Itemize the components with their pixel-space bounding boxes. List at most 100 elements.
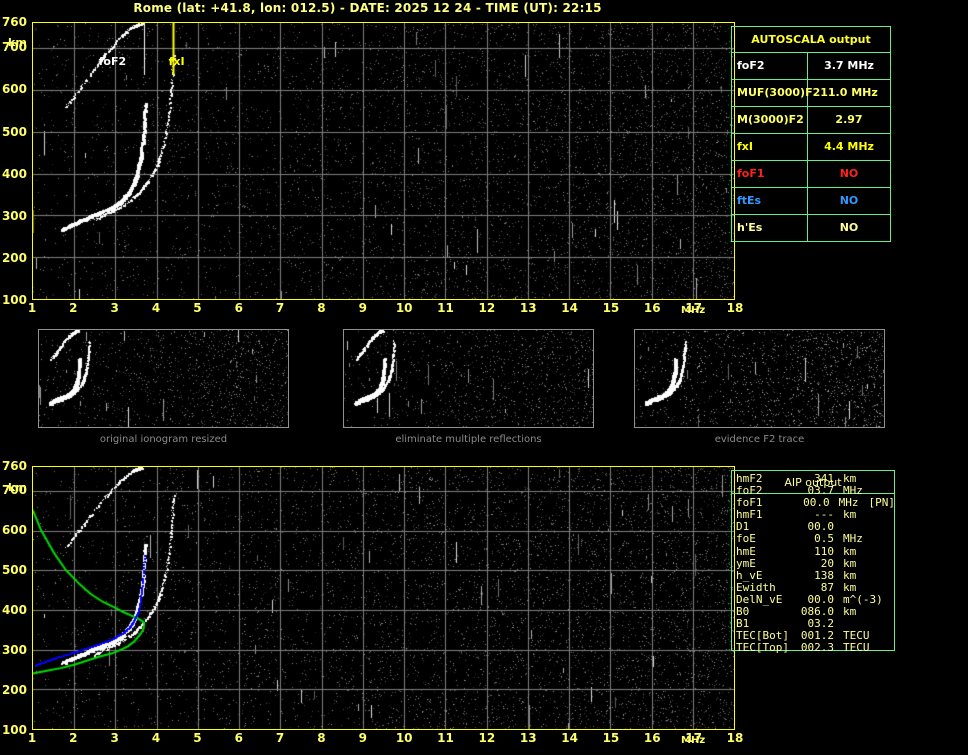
aip-parameter-unit: TECU	[843, 629, 870, 643]
x-tick-label: 9	[358, 301, 367, 315]
x-tick-label: 15	[602, 301, 620, 315]
autoscala-rows: foF2 3.7 MHz MUF(3000)F2 11.0 MHz M(3000)F2 2…	[732, 53, 890, 241]
aip-parameter-unit: MHz	[838, 496, 859, 510]
x-tick-label: 7	[275, 731, 285, 745]
x-tick-label: 17	[685, 301, 702, 315]
aip-parameter-unit: km	[843, 580, 857, 594]
aip-row: D1 00.0	[731, 521, 895, 533]
aip-row: ymE 20 km	[731, 556, 895, 570]
autoscala-value: 4.4 MHz	[824, 140, 874, 153]
marker-label-fxi: fxI	[168, 55, 185, 68]
autoscala-row: h'Es NO	[732, 215, 890, 241]
page-title: Rome (lat: +41.8, lon: 012.5) - DATE: 20…	[133, 1, 602, 15]
aip-parameter-unit	[834, 521, 843, 533]
x-tick-label: 4	[151, 301, 161, 315]
autoscala-value: 3.7 MHz	[824, 59, 874, 72]
x-tick-label: 8	[317, 301, 326, 315]
autoscala-key: MUF(3000)F2	[732, 80, 820, 106]
aip-parameter-unit: MHz	[843, 532, 863, 546]
autoscala-row: MUF(3000)F2 11.0 MHz	[732, 80, 890, 107]
mini-panel-3[interactable]	[634, 329, 885, 428]
mini-panel-caption: original ionogram resized	[99, 434, 228, 445]
y-tick-label: 600	[1, 523, 27, 537]
aip-parameter-name: Ewidth	[736, 580, 776, 594]
aip-row: hmF2 341 km	[731, 472, 895, 485]
x-tick-label: 7	[275, 301, 285, 315]
aip-row: h_vE 138 km	[731, 568, 895, 582]
aip-parameter-value: 110	[814, 544, 834, 558]
x-tick-label: 2	[69, 731, 78, 745]
aip-parameter-extra	[870, 630, 880, 642]
x-tick-label: 5	[193, 301, 202, 315]
aip-body	[731, 494, 895, 651]
x-tick-label: 12	[478, 731, 496, 745]
aip-parameter-unit	[834, 618, 843, 630]
x-tick-label: 9	[358, 731, 367, 745]
top-plot-area[interactable]	[32, 22, 735, 300]
y-tick-label: 700	[1, 40, 27, 55]
autoscala-key: foF1	[732, 161, 808, 187]
top-x-axis-unit: MHz	[681, 305, 706, 316]
aip-parameter-name: TEC[Bot]	[736, 629, 789, 643]
autoscala-title: AUTOSCALA output	[732, 27, 890, 53]
autoscala-row: foF2 3.7 MHz	[732, 53, 890, 80]
autoscala-row: foF1 NO	[732, 161, 890, 188]
top-y-axis-unit: km	[8, 36, 27, 49]
aip-parameter-unit: m^(-3)	[843, 592, 883, 606]
bottom-plot-area[interactable]	[32, 466, 735, 730]
aip-parameter-name: hmF2	[736, 472, 763, 485]
aip-parameter-extra	[856, 606, 866, 618]
autoscala-value: NO	[839, 167, 859, 180]
autoscala-row: fxI 4.4 MHz	[732, 134, 890, 161]
mini-panel-canvas	[635, 330, 884, 427]
aip-parameter-name: foE	[736, 532, 756, 546]
x-tick-label: 13	[519, 301, 537, 315]
autoscala-key: foF2	[732, 53, 808, 79]
aip-parameter-name: foF1	[736, 496, 763, 510]
x-tick-label: 5	[193, 731, 202, 745]
aip-rows: hmF2 341 km foF2 03.7 MHz foF1 00.0 MHz [PN] hmF1-…	[731, 470, 895, 654]
aip-parameter-name: DelN_vE	[736, 592, 783, 606]
y-tick-label: 200	[1, 250, 27, 265]
aip-parameter-name: ymE	[736, 556, 756, 570]
x-tick-label: 6	[234, 301, 243, 315]
y-tick-label: 400	[1, 166, 27, 181]
aip-row: DelN_vE 00.0 m^(-3)	[731, 592, 895, 606]
aip-parameter-value: 0.5	[814, 532, 834, 546]
y-tick-label: 200	[1, 683, 27, 697]
aip-row: TEC[Top] 002.3 TECU	[731, 642, 895, 654]
aip-parameter-value: 03.2	[807, 617, 835, 631]
aip-row: foF1 00.0 MHz [PN]	[731, 497, 895, 509]
aip-row: TEC[Bot] 001.2 TECU	[731, 630, 895, 642]
aip-row: hmF1 --- km	[731, 509, 895, 521]
mini-panel-1[interactable]	[38, 329, 289, 428]
y-tick-label: 100	[1, 723, 27, 737]
aip-parameter-extra	[883, 594, 893, 606]
x-tick-label: 18	[726, 731, 744, 745]
autoscala-key: h'Es	[732, 215, 808, 241]
y-tick-label: 300	[1, 643, 27, 657]
x-tick-label: 18	[726, 301, 744, 315]
aip-parameter-name: TEC[Top]	[736, 641, 789, 655]
autoscala-row: ftEs NO	[732, 188, 890, 215]
autoscala-key: fxI	[732, 134, 808, 160]
x-tick-label: 10	[395, 731, 413, 745]
aip-row: foF2 03.7 MHz	[731, 484, 895, 497]
mini-panel-2[interactable]	[343, 329, 594, 428]
aip-parameter-extra: [PN]	[868, 496, 896, 510]
aip-parameter-value: 00.0	[803, 496, 830, 510]
y-tick-label: 500	[1, 563, 27, 577]
y-tick-label: 100	[1, 293, 27, 307]
y-tick-label: 760	[1, 15, 27, 29]
y-tick-label: 600	[1, 82, 27, 97]
y-tick-label: 300	[1, 208, 27, 223]
aip-parameter-extra	[870, 642, 880, 654]
x-tick-label: 14	[561, 731, 578, 745]
mini-panel-canvas	[344, 330, 593, 427]
y-tick-label: 400	[1, 603, 27, 617]
autoscala-key: M(3000)F2	[732, 107, 808, 133]
bottom-x-axis-unit: MHz	[681, 735, 706, 746]
aip-parameter-name: B1	[736, 617, 750, 631]
aip-row: hmE 110 km	[731, 544, 895, 558]
aip-parameter-name: h_vE	[736, 568, 763, 582]
